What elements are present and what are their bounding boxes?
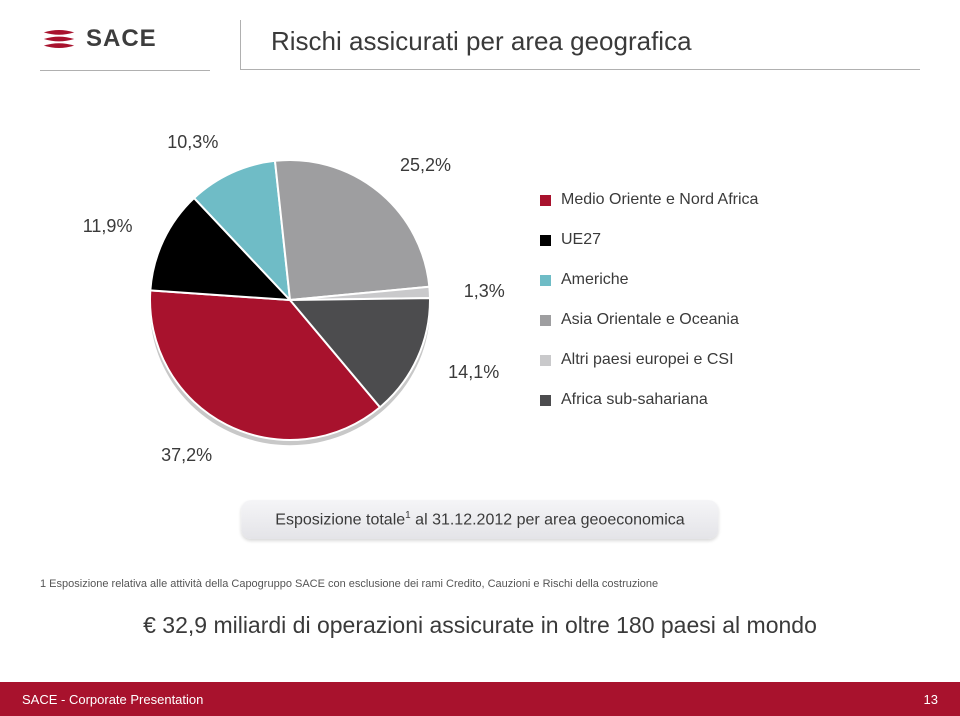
- legend-label: UE27: [561, 231, 601, 249]
- footer-text: SACE - Corporate Presentation: [22, 692, 203, 707]
- caption-suffix: al 31.12.2012 per area geoeconomica: [411, 511, 685, 528]
- legend-swatch: [540, 355, 551, 366]
- pie-slice: [275, 160, 429, 300]
- headline: € 32,9 miliardi di operazioni assicurate…: [0, 612, 960, 639]
- legend-item: Medio Oriente e Nord Africa: [540, 191, 758, 209]
- pie-svg: [120, 130, 460, 470]
- header: SACE Rischi assicurati per area geografi…: [40, 20, 920, 71]
- legend-label: Medio Oriente e Nord Africa: [561, 191, 758, 209]
- legend-item: Americhe: [540, 271, 758, 289]
- sace-logo-icon: [40, 20, 78, 58]
- pie-slice-label: 1,3%: [464, 281, 505, 302]
- title-area: Rischi assicurati per area geografica: [240, 20, 920, 70]
- logo: SACE: [40, 20, 210, 71]
- legend-swatch: [540, 275, 551, 286]
- pie-slice-label: 11,9%: [83, 216, 133, 237]
- caption-prefix: Esposizione totale: [275, 511, 405, 528]
- pie-slice-label: 25,2%: [400, 155, 451, 176]
- pie-slice-label: 37,2%: [161, 445, 212, 466]
- logo-text: SACE: [86, 25, 157, 53]
- legend-item: Asia Orientale e Oceania: [540, 311, 758, 329]
- legend-item: UE27: [540, 231, 758, 249]
- footer-bar: SACE - Corporate Presentation 13: [0, 682, 960, 716]
- legend: Medio Oriente e Nord Africa UE27 Americhe A…: [540, 191, 758, 409]
- pie-slice-label: 14,1%: [448, 362, 499, 383]
- legend-label: Asia Orientale e Oceania: [561, 311, 739, 329]
- legend-swatch: [540, 315, 551, 326]
- legend-item: Altri paesi europei e CSI: [540, 351, 758, 369]
- legend-label: Americhe: [561, 271, 629, 289]
- legend-label: Altri paesi europei e CSI: [561, 351, 734, 369]
- legend-swatch: [540, 195, 551, 206]
- pie-chart: 37,2%11,9%10,3%25,2%1,3%14,1%: [120, 130, 460, 470]
- legend-swatch: [540, 235, 551, 246]
- footnote: 1 Esposizione relativa alle attività del…: [40, 578, 920, 590]
- legend-label: Africa sub-sahariana: [561, 391, 708, 409]
- legend-swatch: [540, 395, 551, 406]
- page-title: Rischi assicurati per area geografica: [271, 26, 920, 57]
- caption-pill: Esposizione totale1 al 31.12.2012 per ar…: [241, 500, 718, 539]
- footer-page: 13: [924, 692, 938, 707]
- pie-chart-region: 37,2%11,9%10,3%25,2%1,3%14,1% Medio Orie…: [120, 120, 840, 480]
- pie-slice-label: 10,3%: [167, 132, 218, 153]
- legend-item: Africa sub-sahariana: [540, 391, 758, 409]
